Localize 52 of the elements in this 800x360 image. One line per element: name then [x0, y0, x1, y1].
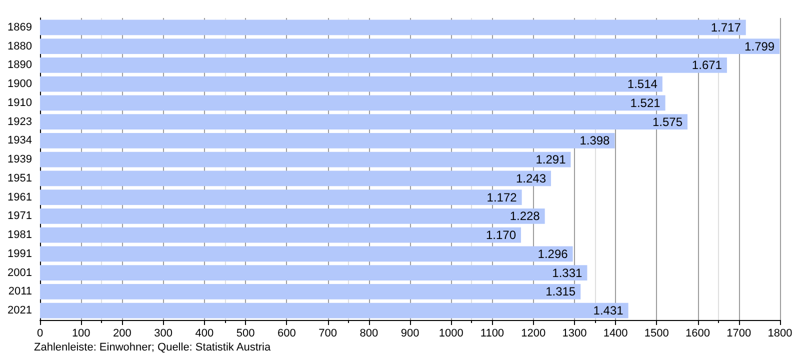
- data-label: 1.291: [536, 152, 566, 167]
- x-tick-label: 400: [195, 328, 214, 340]
- x-tick-label: 1600: [686, 328, 710, 340]
- x-tick-label: 0: [36, 328, 44, 340]
- data-label: 1.296: [538, 246, 568, 261]
- data-label: 1.799: [744, 39, 775, 54]
- x-tick-label: 300: [154, 328, 173, 340]
- y-tick-label: 2011: [8, 286, 32, 298]
- data-label: 1.243: [516, 171, 546, 186]
- data-label: 1.514: [627, 77, 658, 92]
- x-tick-label: 900: [400, 328, 420, 340]
- y-tick-label: 1923: [8, 116, 32, 128]
- x-tick-label: 200: [113, 328, 132, 340]
- x-tick-label: 1500: [644, 328, 669, 340]
- data-label: 1.228: [510, 209, 540, 224]
- x-tick-label: 700: [318, 328, 337, 340]
- y-tick-label: 1991: [8, 248, 32, 260]
- data-label: 1.172: [486, 190, 518, 204]
- data-label: 1.170: [486, 228, 516, 242]
- data-label: 1.315: [546, 284, 576, 299]
- data-label: 1.331: [552, 266, 583, 280]
- y-tick-label: 1971: [8, 210, 32, 222]
- y-tick-label: 1880: [8, 40, 32, 52]
- y-tick-label: 1900: [8, 78, 32, 90]
- x-tick-label: 1700: [726, 328, 752, 340]
- data-label: 1.398: [580, 134, 610, 148]
- data-label: 1.521: [630, 96, 661, 110]
- data-label: 1.431: [593, 304, 624, 318]
- data-label: 1.717: [710, 20, 742, 34]
- data-label: 1.575: [652, 114, 683, 129]
- text: Zahlenleiste: Einwohner; Quelle: Statistik Austria: [34, 342, 272, 354]
- y-tick-label: 2021: [8, 304, 32, 317]
- y-tick-label: 1890: [8, 59, 32, 72]
- y-tick-label: 2001: [8, 266, 32, 279]
- x-tick-label: 1300: [562, 328, 587, 340]
- x-tick-label: 600: [277, 328, 296, 340]
- x-tick-label: 100: [72, 328, 90, 340]
- x-tick-label: 800: [360, 328, 378, 340]
- y-tick-label: 1961: [8, 191, 32, 204]
- y-tick-label: 1939: [8, 154, 32, 166]
- y-tick-label: 1934: [8, 134, 32, 147]
- y-tick-label: 1951: [8, 172, 32, 184]
- x-tick-label: 1800: [768, 328, 792, 340]
- y-tick-label: 1869: [8, 21, 32, 34]
- x-tick-label: 1400: [603, 328, 628, 340]
- x-tick-label: 1200: [521, 328, 546, 340]
- x-tick-label: 500: [236, 328, 255, 340]
- y-tick-label: 1981: [8, 229, 32, 242]
- data-label: 1.671: [692, 58, 722, 72]
- x-tick-label: 1100: [480, 328, 504, 340]
- y-tick-label: 1910: [8, 96, 32, 109]
- x-tick-label: 1000: [438, 328, 464, 340]
